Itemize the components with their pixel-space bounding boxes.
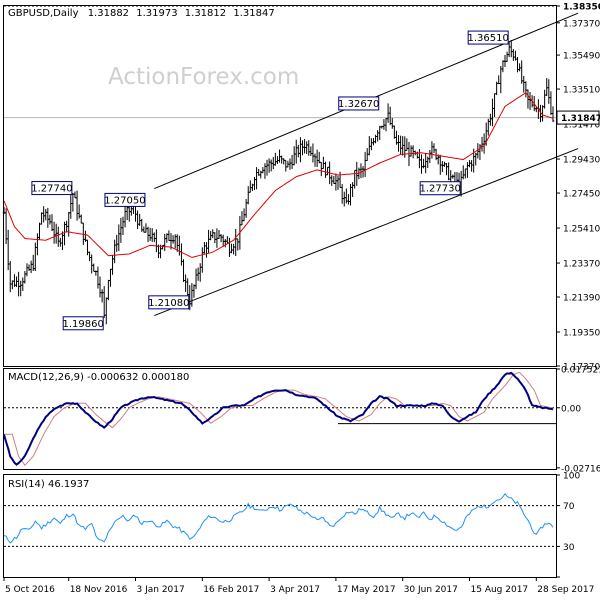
price-axis-tick-label: 1.33510 [563, 86, 600, 96]
ohlc-close: 1.31847 [233, 8, 274, 19]
macd-axis-tick-label: 0.017521 [561, 366, 600, 376]
rsi-axis-tick-label: 30 [563, 543, 575, 553]
rsi-line [3, 492, 554, 544]
ohlc-high: 1.31973 [136, 8, 177, 19]
macd-line [3, 371, 554, 466]
rsi-axis-tick-label: 70 [563, 502, 575, 512]
annotation-box [148, 295, 190, 310]
annotation-box [62, 316, 104, 331]
ohlc-bar [551, 106, 555, 123]
rsi-axis-tick-label: 100 [563, 472, 580, 482]
rsi-panel: 100 70 30 [3, 472, 580, 578]
price-annotation: 1.27050 [104, 192, 146, 207]
price-axis-tick-label: 1.31470 [563, 121, 600, 131]
annotation-label: 1.36510 [467, 33, 508, 44]
resistance-level-label: 1.38350 [563, 3, 600, 13]
x-axis-tick-label: 15 Aug 2017 [471, 585, 529, 595]
price-axis-tick-label: 1.29430 [563, 156, 600, 166]
annotation-label: 1.27050 [104, 195, 145, 206]
x-axis-tick-label: 18 Nov 2016 [70, 585, 128, 595]
annotation-label: 1.32670 [338, 99, 379, 110]
current-price-badge: 1.31847 [556, 110, 600, 125]
x-axis-tick-label: 16 Feb 2017 [203, 585, 259, 595]
x-axis: 5 Oct 2016 18 Nov 2016 3 Jan 2017 16 Feb 20… [3, 577, 594, 595]
price-annotation: 1.19860 [62, 316, 104, 331]
annotation-label: 1.27740 [31, 184, 72, 195]
annotation-box [419, 181, 461, 196]
price-annotation: 1.32670 [338, 96, 380, 111]
macd-axis-tick-label: -0.027169 [561, 464, 600, 474]
annotation-label: 1.19860 [63, 319, 104, 330]
rsi-panel-frame [3, 474, 557, 578]
price-axis-tick-label: 1.27450 [563, 190, 600, 200]
x-axis-tick-label: 28 Sep 2017 [537, 585, 594, 595]
price-panel-title: GBPUSD,Daily 1.31882 1.31973 1.31812 1.3… [8, 8, 275, 19]
moving-average-line [3, 92, 554, 258]
macd-panel-frame [3, 368, 557, 470]
macd-panel: 0.017521 0.00 -0.027169 [3, 366, 600, 474]
price-axis-tick-label: 1.19350 [563, 329, 600, 339]
price-axis-tick-label: 1.37370 [563, 19, 600, 29]
channel-lower-line [154, 148, 579, 317]
symbol-label: GBPUSD,Daily [8, 8, 79, 19]
price-annotation: 1.27740 [31, 181, 73, 196]
price-annotation: 1.21080 [148, 295, 190, 310]
x-axis-tick-label: 3 Jan 2017 [137, 585, 185, 595]
macd-axis-tick-label: 0.00 [561, 404, 581, 414]
annotation-box [104, 192, 146, 207]
price-axis-tick-label: 1.25410 [563, 225, 600, 235]
macd-panel-title: MACD(12,26,9) -0.000632 0.000180 [8, 372, 189, 383]
annotation-box [31, 181, 73, 196]
current-price-label: 1.31847 [561, 114, 600, 124]
price-panel: 1.27740 1.19860 1.27050 1.21080 1.32670 1.277… [2, 3, 600, 373]
x-axis-tick-label: 17 May 2017 [337, 585, 396, 595]
price-annotation: 1.36510 [467, 30, 509, 45]
annotation-label: 1.21080 [148, 298, 189, 309]
price-axis-tick-label: 1.23370 [563, 260, 600, 270]
x-axis-tick-label: 30 Jun 2017 [404, 585, 458, 595]
ohlc-low: 1.31812 [185, 8, 226, 19]
price-axis-tick-label: 1.21390 [563, 294, 600, 304]
price-axis-tick-label: 1.17370 [563, 363, 600, 373]
ohlc-open: 1.31882 [88, 8, 129, 19]
watermark: ActionForex.com [108, 64, 299, 90]
price-annotation: 1.27730 [419, 181, 461, 196]
annotation-box [338, 96, 380, 111]
x-axis-tick-label: 5 Oct 2016 [5, 585, 55, 595]
price-axis-tick-label: 1.35490 [563, 52, 600, 62]
annotation-label: 1.27730 [419, 184, 460, 195]
annotation-box [467, 30, 509, 45]
rsi-panel-title: RSI(14) 46.1937 [8, 479, 89, 490]
x-axis-tick-label: 3 Apr 2017 [270, 585, 320, 595]
